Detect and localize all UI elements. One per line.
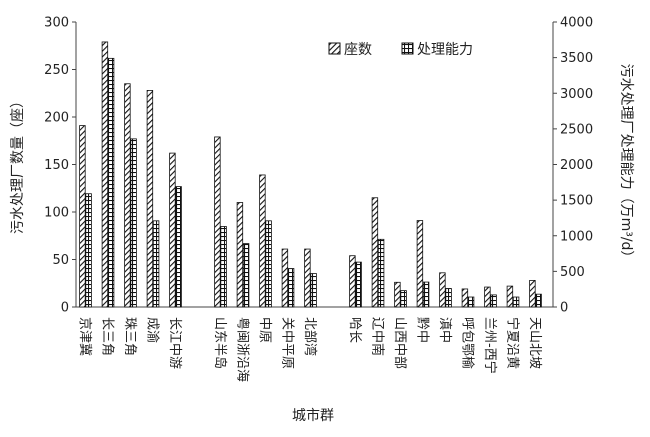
bar-count	[416, 220, 424, 308]
y2-tick-label: 1500	[560, 194, 593, 209]
y2-tick-label: 4000	[560, 16, 593, 31]
bar-count	[439, 272, 446, 308]
bar-capacity	[130, 138, 137, 308]
bar-capacity	[377, 238, 385, 308]
category-label: 滇中	[437, 317, 452, 343]
y-tick-label: 200	[44, 111, 69, 126]
y2-tick-label: 2500	[560, 122, 593, 137]
y2-tick-label: 3000	[560, 87, 593, 102]
y-tick-label: 300	[44, 16, 69, 31]
legend-label-capacity: 处理能力	[417, 42, 473, 58]
y2-tick-label: 0	[560, 301, 568, 316]
y-tick-label: 150	[44, 158, 69, 173]
y-tick-label: 100	[44, 206, 69, 221]
bar-capacity	[265, 220, 272, 308]
bars	[79, 41, 542, 308]
category-label: 长江中游	[167, 317, 182, 369]
category-label: 兰州-西宁	[482, 317, 498, 374]
bar-count	[169, 152, 176, 308]
category-label: 山西中部	[392, 317, 407, 369]
bar-count	[371, 197, 379, 308]
legend-label-count: 座数	[344, 42, 372, 58]
bar-capacity	[490, 294, 497, 308]
category-label: 关中平原	[280, 317, 295, 369]
category-label: 天山北坡	[527, 317, 542, 369]
bar-count	[506, 285, 514, 308]
bar-count	[259, 174, 266, 308]
bar-capacity	[512, 296, 520, 308]
x-axis-title: 城市群	[292, 407, 334, 424]
category-label: 黔中	[415, 317, 430, 343]
category-label: 京津冀	[77, 317, 93, 356]
bar-count	[349, 255, 356, 308]
legend-swatch-capacity	[401, 42, 414, 55]
bar-count	[101, 41, 109, 308]
y-tick-label: 50	[52, 253, 69, 268]
y2-tick-label: 500	[560, 265, 585, 280]
category-label: 宁夏沿黄	[505, 317, 521, 369]
bar-capacity	[355, 261, 362, 308]
category-label: 呼包鄂榆	[460, 317, 475, 369]
bar-count	[281, 248, 289, 308]
bar-capacity	[152, 220, 160, 308]
bar-count	[146, 90, 154, 308]
y-tick-label: 250	[44, 63, 69, 78]
category-label: 北部湾	[302, 317, 318, 356]
bar-capacity	[422, 281, 430, 308]
bar-capacity	[175, 186, 182, 308]
bar-capacity	[445, 288, 452, 308]
category-label: 哈长	[347, 317, 362, 343]
category-label: 山东半岛	[212, 317, 228, 369]
legend: 座数 处理能力	[328, 42, 473, 58]
bar-capacity	[467, 296, 475, 308]
category-label: 成渝	[145, 317, 161, 343]
bar-count	[394, 281, 401, 308]
y2-tick-label: 3500	[560, 51, 593, 66]
bar-count	[124, 83, 131, 308]
bar-count	[79, 125, 86, 308]
category-label: 长三角	[100, 317, 115, 356]
category-label: 辽中南	[370, 317, 386, 356]
bar-capacity	[310, 273, 317, 308]
bar-capacity	[220, 226, 227, 308]
y-axis-title: 污水处理厂数量（座）	[10, 94, 26, 234]
y2-tick-label: 2000	[560, 158, 593, 173]
y-tick-label: 0	[61, 301, 69, 316]
bar-capacity	[85, 193, 92, 308]
category-label: 珠三角	[122, 317, 137, 356]
bar-capacity	[107, 57, 115, 308]
bar-count	[484, 286, 491, 308]
bar-capacity	[535, 293, 542, 308]
bar-count	[236, 202, 244, 308]
bar-count	[529, 279, 536, 308]
bar-count	[461, 288, 469, 308]
category-labels: 京津冀 长三角 珠三角 成渝 长江中游 山东半岛 粤闽浙沿海 中原 关中平原 北部湾 哈长 辽中南 山西…	[77, 317, 542, 382]
category-label: 粤闽浙沿海	[235, 317, 251, 382]
y2-tick-label: 1000	[560, 229, 593, 244]
bar-capacity	[287, 268, 295, 308]
category-label: 中原	[257, 317, 272, 343]
bar-capacity	[242, 243, 250, 308]
y2-axis-title: 污水处理厂处理能力（万m³/d）	[618, 64, 634, 265]
bar-count	[304, 248, 311, 308]
bar-count	[214, 136, 221, 308]
bar-capacity	[400, 290, 407, 308]
legend-swatch-count	[328, 42, 341, 55]
